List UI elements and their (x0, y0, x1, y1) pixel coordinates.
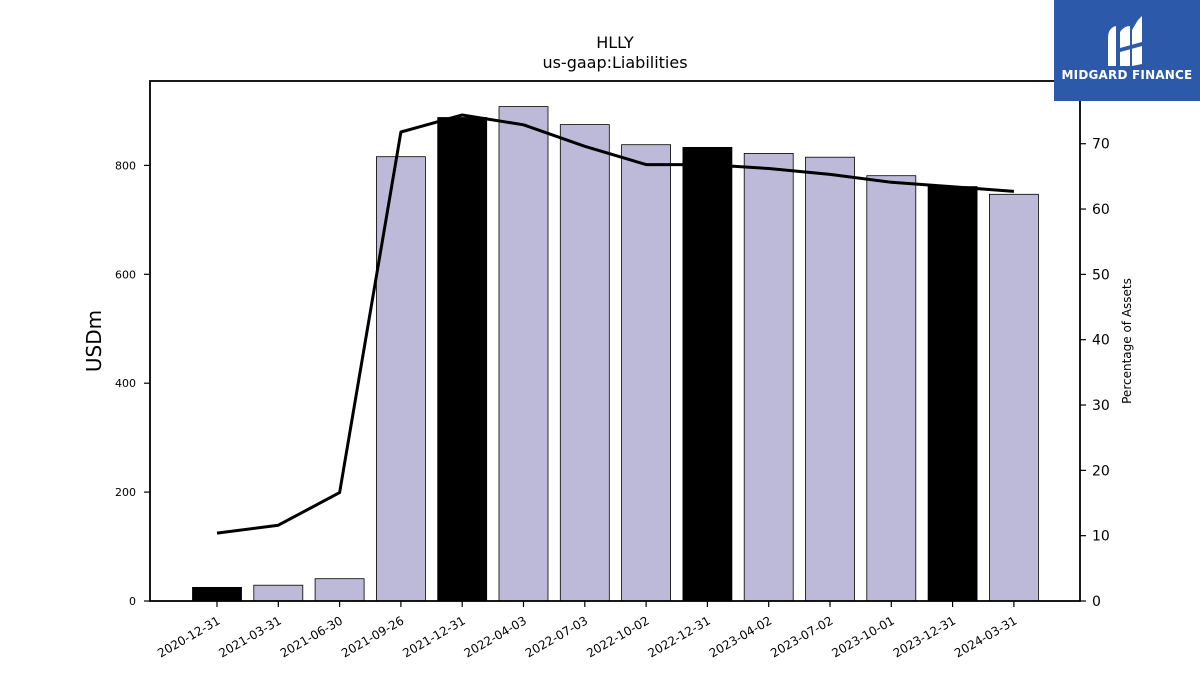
x-tick-label: 2021-06-30 (278, 613, 345, 660)
x-tick-label: 2020-12-31 (155, 613, 222, 660)
y2-tick-label: 20 (1092, 463, 1110, 479)
bar-2023-07-02 (805, 156, 855, 602)
bar-2023-12-31 (927, 186, 978, 602)
x-tick-label: 2021-03-31 (216, 613, 283, 660)
y2-axis-label: Percentage of Assets (1120, 278, 1134, 404)
x-tick-label: 2023-10-01 (829, 613, 896, 660)
bar-2021-03-31 (253, 584, 304, 602)
y-tick-label: 0 (129, 595, 136, 608)
x-tick-label: 2023-07-02 (768, 613, 835, 660)
x-tick-label: 2023-12-31 (891, 613, 958, 660)
y-axis-label: USDm (82, 310, 106, 372)
bar-2022-12-31 (682, 146, 733, 602)
y2-tick-label: 40 (1092, 333, 1110, 349)
bar-2022-10-02 (621, 144, 671, 602)
bar-2021-06-30 (314, 578, 365, 602)
y2-tick-label: 50 (1092, 267, 1110, 283)
bar-2022-04-03 (498, 106, 549, 602)
bar-2023-04-02 (743, 152, 794, 602)
y2-tick-label: 60 (1092, 202, 1110, 218)
bar-2020-12-31 (192, 587, 242, 602)
bar-series (192, 106, 1039, 602)
y2-tick-label: 70 (1092, 137, 1110, 153)
bar-2024-03-31 (989, 193, 1039, 602)
plot-frame (149, 80, 1081, 602)
bar-2022-07-03 (559, 124, 610, 602)
x-tick-label: 2023-04-02 (707, 613, 774, 660)
chart-subtitle: us-gaap:Liabilities (542, 53, 687, 72)
y2-tick-label: 10 (1092, 529, 1110, 545)
y-tick-label: 400 (115, 377, 136, 390)
line-series (216, 113, 1015, 535)
y2-tick-label: 30 (1092, 398, 1110, 414)
brand-name: MIDGARD FINANCE (1061, 68, 1193, 82)
bar-2021-09-26 (375, 156, 426, 602)
bar-2021-12-31 (437, 117, 488, 602)
x-tick-label: 2022-12-31 (645, 613, 712, 660)
x-tick-label: 2022-04-03 (462, 613, 529, 660)
logo-mark-icon (1108, 16, 1142, 66)
percentage-line (216, 113, 1015, 535)
y2-tick-label: 0 (1092, 594, 1101, 610)
x-tick-label: 2021-09-26 (339, 613, 406, 660)
chart-title: HLLY (596, 33, 634, 52)
y-tick-label: 800 (115, 159, 136, 172)
y-tick-label: 600 (115, 268, 136, 281)
brand-logo: MIDGARD FINANCE (1054, 0, 1200, 101)
y-tick-label: 200 (115, 486, 136, 499)
x-tick-label: 2024-03-31 (952, 613, 1019, 660)
x-tick-label: 2022-07-03 (523, 613, 590, 660)
bar-2023-10-01 (866, 175, 917, 602)
x-tick-label: 2022-10-02 (584, 613, 651, 660)
x-tick-label: 2021-12-31 (400, 613, 467, 660)
